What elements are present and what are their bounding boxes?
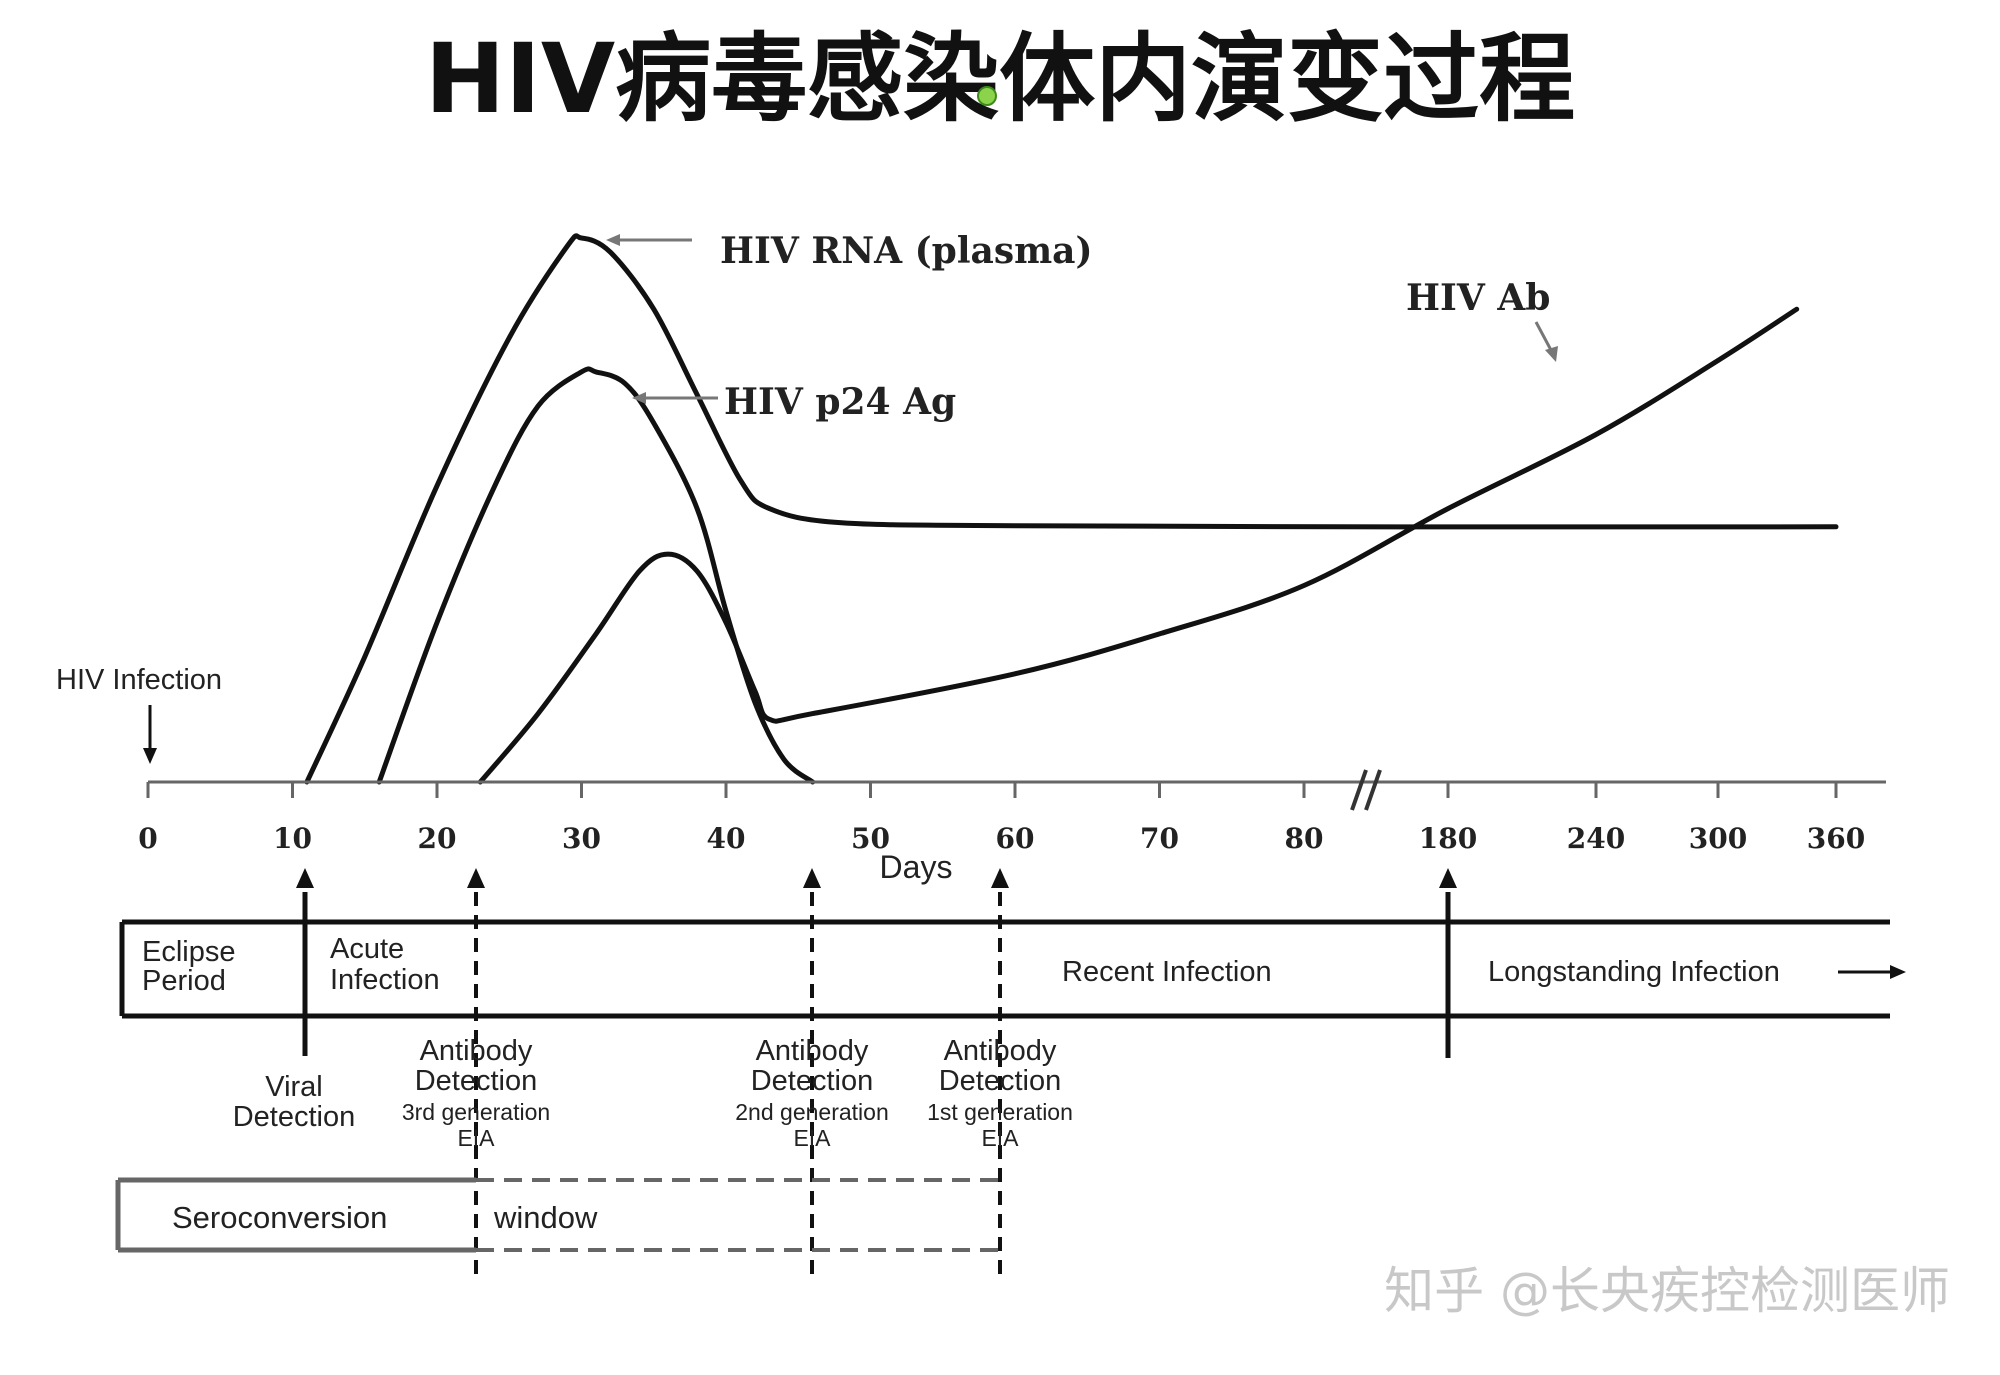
x-tick-label-360: 360 (1807, 822, 1865, 855)
marker-label-line: Antibody (944, 1035, 1057, 1067)
title-dot-decoration (977, 86, 997, 106)
marker-label-line: Detection (939, 1065, 1062, 1097)
marker-label-line: Antibody (420, 1035, 533, 1067)
marker-label-line: EIA (457, 1125, 495, 1151)
x-tick-label-80: 80 (1285, 822, 1324, 855)
marker-label-day-46: Antibody Detection 2nd generation EIA (735, 1035, 888, 1151)
x-tick-label-40: 40 (707, 822, 746, 855)
x-tick-label-240: 240 (1567, 822, 1625, 855)
marker-arrowhead-day-59 (991, 868, 1009, 888)
rna-label-arrowhead (606, 234, 620, 246)
marker-label-line: Detection (751, 1065, 874, 1097)
marker-arrowhead-day-46 (803, 868, 821, 888)
ab-label-arrowhead (1545, 346, 1558, 362)
stage-acute-line2: Infection (330, 964, 440, 996)
stage-acute-line1: Acute (330, 933, 404, 965)
marker-label-day-23: Antibody Detection 3rd generation EIA (402, 1035, 550, 1151)
x-tick-label-10: 10 (273, 822, 312, 855)
marker-label-line: Antibody (756, 1035, 869, 1067)
ab-label-arrow (1534, 321, 1554, 353)
marker-arrowhead-day-180 (1439, 868, 1457, 888)
stage-eclipse-line2: Period (142, 965, 226, 997)
stage-eclipse-line1: Eclipse (142, 936, 236, 968)
marker-label-line: Detection (415, 1065, 538, 1097)
x-tick-label-180: 180 (1419, 822, 1477, 855)
series-line-hiv-p24 (376, 366, 816, 785)
p24-label-arrowhead (632, 392, 646, 404)
x-tick-label-60: 60 (996, 822, 1035, 855)
axis-break-marker (1350, 769, 1382, 811)
x-axis-ticks: 0 10 20 30 40 50 60 70 80 180 240 300 360 (138, 782, 1865, 855)
marker-label-line: 2nd generation (735, 1099, 888, 1125)
marker-arrowhead-day-11 (296, 868, 314, 888)
longstanding-arrowhead (1890, 965, 1906, 979)
marker-label-line: EIA (793, 1125, 831, 1151)
marker-label-line: Viral (265, 1071, 323, 1103)
marker-label-line: EIA (981, 1125, 1019, 1151)
curves-group (304, 233, 1839, 785)
marker-arrowhead-day-23 (467, 868, 485, 888)
series-label-p24: HIV p24 Ag (724, 381, 956, 423)
x-tick-label-300: 300 (1689, 822, 1747, 855)
window-label-window: window (493, 1200, 598, 1235)
x-tick-label-30: 30 (562, 822, 601, 855)
x-tick-label-50: 50 (851, 822, 890, 855)
x-tick-label-70: 70 (1140, 822, 1179, 855)
marker-label-line: Detection (233, 1101, 356, 1133)
stage-longstanding: Longstanding Infection (1488, 956, 1780, 988)
watermark: 知乎 @长央疾控检测医师 (1384, 1262, 1950, 1320)
stage-recent: Recent Infection (1062, 956, 1272, 988)
marker-label-day-11: Viral Detection (233, 1071, 356, 1133)
marker-label-line: 1st generation (927, 1099, 1073, 1125)
x-tick-label-20: 20 (418, 822, 457, 855)
series-line-hiv-rna (304, 233, 1839, 785)
x-tick-label-0: 0 (138, 822, 157, 855)
series-label-rna: HIV RNA (plasma) (720, 230, 1093, 272)
series-line-hiv-ab (477, 306, 1800, 785)
window-label-seroconversion: Seroconversion (172, 1200, 387, 1235)
x-axis-title: Days (880, 849, 953, 885)
marker-label-line: 3rd generation (402, 1099, 550, 1125)
chart-title: HIV病毒感染体内演变过程 (425, 23, 1575, 135)
series-label-ab: HIV Ab (1406, 277, 1550, 319)
hiv-infection-label: HIV Infection (56, 664, 222, 696)
marker-label-day-59: Antibody Detection 1st generation EIA (927, 1035, 1073, 1151)
hiv-infection-arrowhead (143, 748, 157, 764)
